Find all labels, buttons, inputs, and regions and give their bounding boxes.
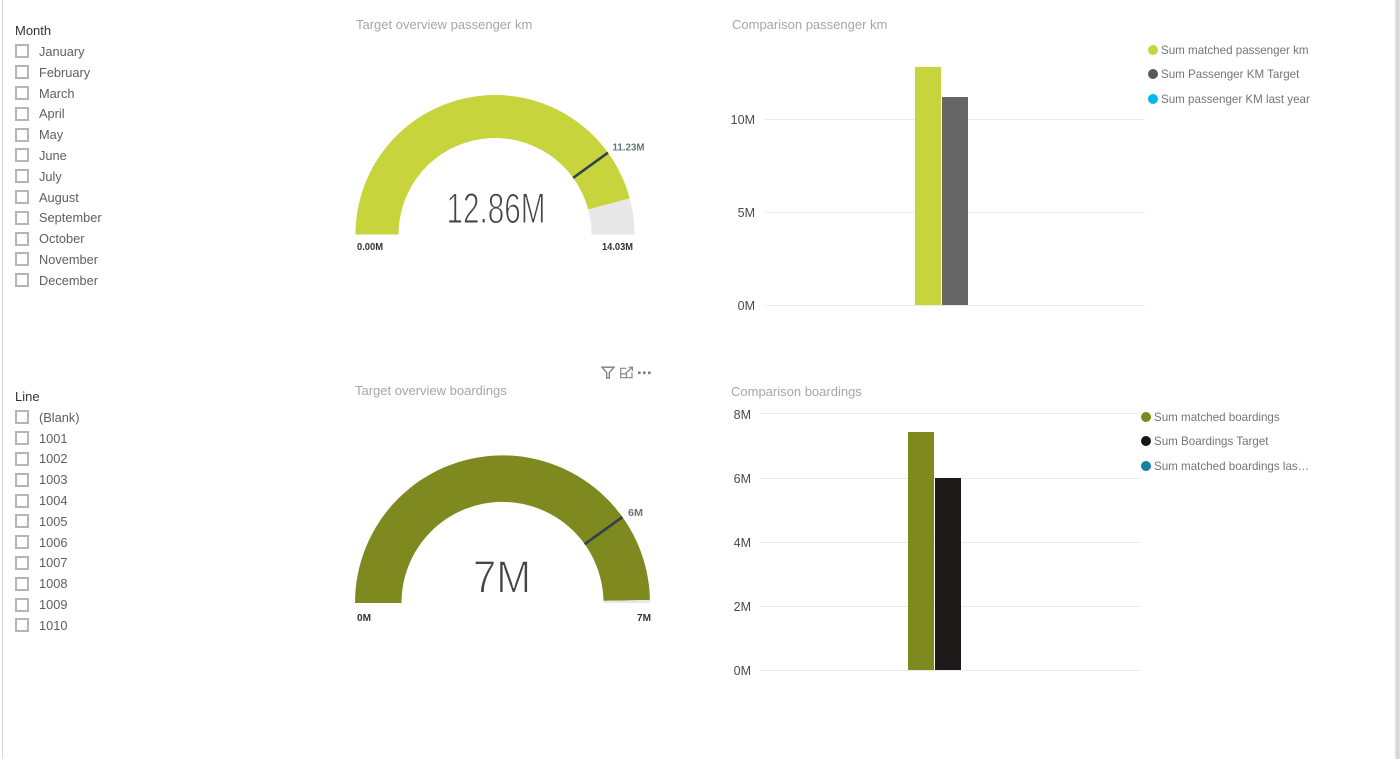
svg-text:14.03M: 14.03M [602, 241, 633, 253]
svg-text:12.86M: 12.86M [447, 185, 546, 233]
svg-text:7M: 7M [473, 552, 531, 603]
svg-text:11.23M: 11.23M [613, 142, 645, 154]
svg-text:7M: 7M [637, 612, 651, 624]
svg-text:6M: 6M [628, 507, 643, 519]
svg-text:0.00M: 0.00M [357, 241, 383, 253]
svg-text:0M: 0M [357, 612, 371, 624]
